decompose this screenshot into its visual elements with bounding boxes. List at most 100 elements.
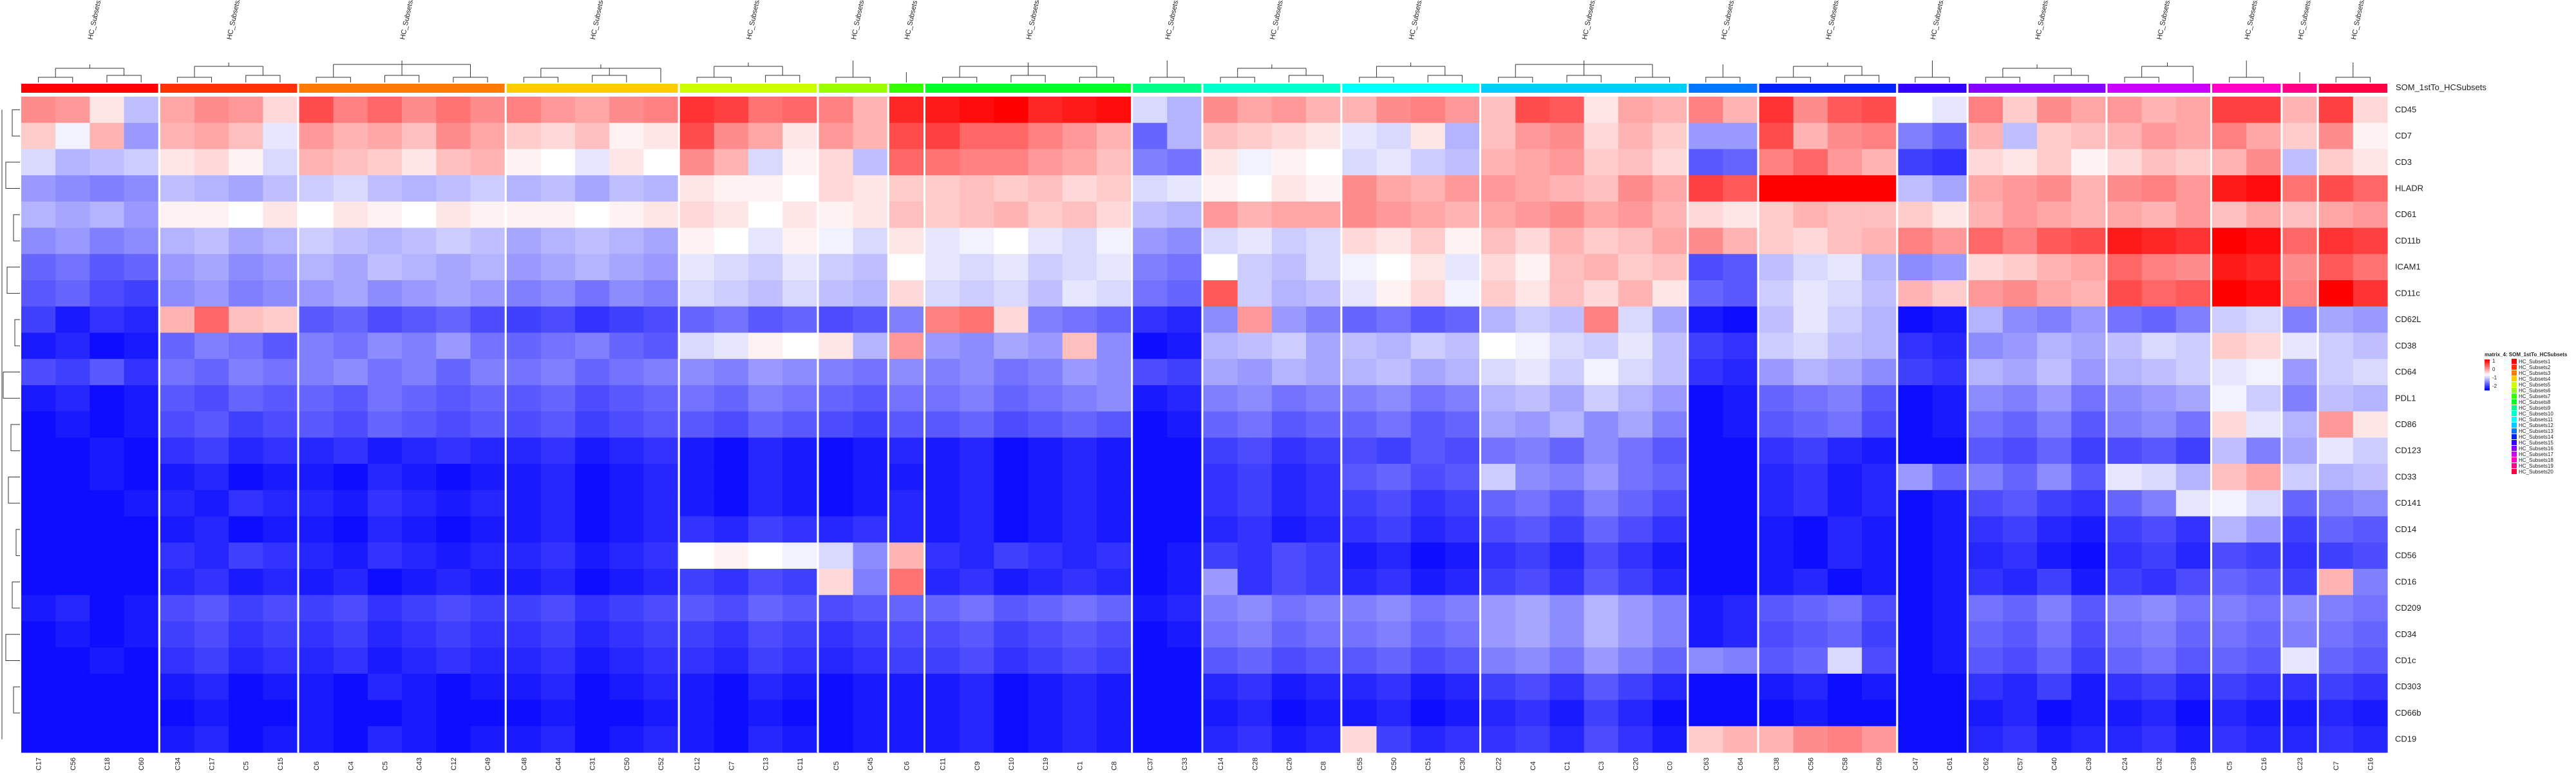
heatmap-cell xyxy=(1133,411,1168,438)
heatmap-cell xyxy=(1618,97,1653,124)
heatmap-cell xyxy=(1515,647,1551,674)
heatmap-cell xyxy=(2141,201,2177,229)
heatmap-cell xyxy=(1237,621,1273,648)
group-label-hc-subsets7: HC_Subsets7 xyxy=(904,0,920,41)
heatmap-cell xyxy=(2107,673,2143,701)
heatmap-cell xyxy=(575,568,610,596)
heatmap-cell xyxy=(748,595,783,622)
heatmap-cell xyxy=(2175,595,2211,622)
dendrogram-branch xyxy=(1566,75,1602,82)
heatmap-cell xyxy=(124,490,159,517)
heatmap-cell xyxy=(333,227,368,254)
heatmap-cell xyxy=(1898,332,1933,359)
dendrogram-branch xyxy=(1915,77,1950,82)
legend-label-hc-subsets4: HC_Subsets4 xyxy=(2519,376,2551,382)
heatmap-cell xyxy=(1652,542,1687,569)
heatmap-cell xyxy=(1028,122,1063,150)
heatmap-cell xyxy=(55,175,90,202)
heatmap-cell xyxy=(367,490,402,517)
heatmap-cell xyxy=(1515,673,1551,701)
heatmap-cell xyxy=(2141,97,2177,124)
heatmap-cell xyxy=(124,700,159,727)
heatmap-cell xyxy=(1028,673,1063,701)
heatmap-cell xyxy=(506,227,542,254)
heatmap-cell xyxy=(643,437,679,464)
heatmap-cell xyxy=(367,227,402,254)
column-label: C32 xyxy=(2155,758,2163,770)
heatmap-cell xyxy=(470,359,506,386)
heatmap-cell xyxy=(609,437,645,464)
heatmap-cell xyxy=(124,673,159,701)
heatmap-cell xyxy=(994,332,1029,359)
row-label-cd34: CD34 xyxy=(2395,629,2416,639)
column-label: C59 xyxy=(1876,758,1884,770)
heatmap-cell xyxy=(21,621,56,648)
heatmap-cell xyxy=(2246,726,2282,753)
column-label: C6 xyxy=(313,761,321,770)
heatmap-cell xyxy=(2175,726,2211,753)
heatmap-cell xyxy=(55,673,90,701)
legend-label-hc-subsets17: HC_Subsets17 xyxy=(2519,452,2553,457)
heatmap-cell xyxy=(1167,568,1202,596)
dendrogram-branch xyxy=(835,77,871,82)
heatmap-cell xyxy=(2141,621,2177,648)
dendrogram-branch xyxy=(12,109,20,137)
heatmap-cell xyxy=(1759,542,1794,569)
heatmap-cell xyxy=(609,542,645,569)
heatmap-cell xyxy=(194,201,229,229)
heatmap-cell xyxy=(2071,542,2107,569)
heatmap-cell xyxy=(1237,306,1273,334)
heatmap-cell xyxy=(1652,568,1687,596)
heatmap-cell xyxy=(819,227,854,254)
heatmap-cell xyxy=(367,411,402,438)
heatmap-cell xyxy=(1237,542,1273,569)
heatmap-cell xyxy=(1237,97,1273,124)
heatmap-cell xyxy=(994,254,1029,281)
heatmap-cell xyxy=(2353,464,2388,491)
heatmap-cell xyxy=(889,332,924,359)
heatmap-cell xyxy=(2212,595,2247,622)
heatmap-cell xyxy=(1237,568,1273,596)
heatmap-cell xyxy=(1342,122,1378,150)
heatmap-cell xyxy=(1133,673,1168,701)
heatmap-cell xyxy=(1167,490,1202,517)
heatmap-cell xyxy=(263,568,298,596)
heatmap-cell xyxy=(333,201,368,229)
heatmap-cell xyxy=(925,227,960,254)
heatmap-cell xyxy=(2037,175,2072,202)
heatmap-cell xyxy=(782,568,817,596)
heatmap-cell xyxy=(1444,647,1480,674)
heatmap-cell xyxy=(925,726,960,753)
heatmap-cell xyxy=(748,621,783,648)
heatmap-cell xyxy=(436,464,471,491)
heatmap-cell xyxy=(2037,411,2072,438)
heatmap-cell xyxy=(55,595,90,622)
heatmap-cell xyxy=(853,621,888,648)
heatmap-cell xyxy=(1515,464,1551,491)
heatmap-cell xyxy=(21,516,56,543)
heatmap-cell xyxy=(1306,254,1341,281)
column-label: C31 xyxy=(589,758,597,770)
heatmap-cell xyxy=(994,359,1029,386)
heatmap-cell xyxy=(2318,464,2354,491)
heatmap-cell xyxy=(1652,175,1687,202)
heatmap-cell xyxy=(436,726,471,753)
heatmap-cell xyxy=(1062,280,1097,307)
heatmap-cell xyxy=(1618,332,1653,359)
heatmap-cell xyxy=(748,673,783,701)
heatmap-cell xyxy=(2107,621,2143,648)
heatmap-cell xyxy=(1793,254,1828,281)
heatmap-cell xyxy=(1410,359,1446,386)
heatmap-cell xyxy=(299,542,334,569)
heatmap-cell xyxy=(1271,595,1307,622)
heatmap-cell xyxy=(1271,385,1307,412)
heatmap-cell xyxy=(1549,621,1585,648)
heatmap-cell xyxy=(1271,227,1307,254)
heatmap-cell xyxy=(470,227,506,254)
heatmap-cell xyxy=(90,568,125,596)
heatmap-cell xyxy=(2212,673,2247,701)
heatmap-cell xyxy=(819,332,854,359)
heatmap-cell xyxy=(194,254,229,281)
column-label: C8 xyxy=(1111,761,1119,770)
heatmap-cell xyxy=(402,516,437,543)
